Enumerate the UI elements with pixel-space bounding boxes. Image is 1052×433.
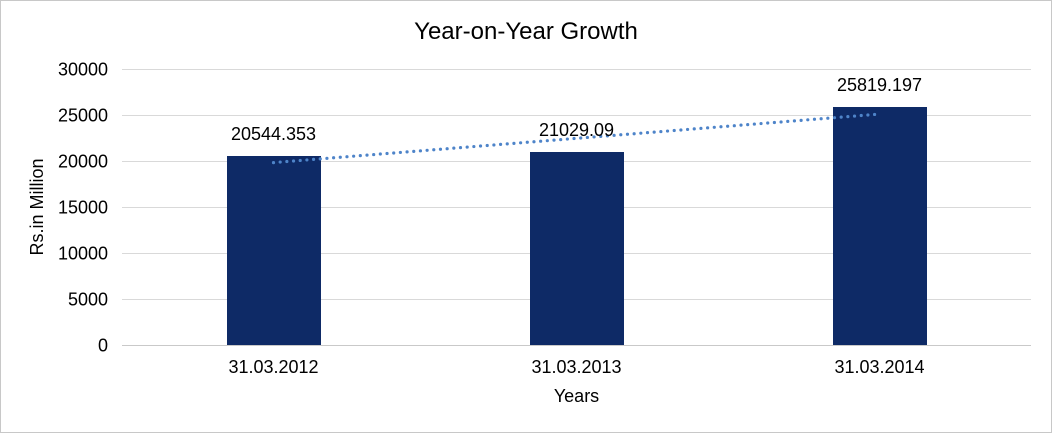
x-axis-category-label: 31.03.2012 [228, 357, 319, 377]
x-axis-category-label: 31.03.2014 [834, 357, 925, 377]
bar-data-label: 20544.353 [230, 123, 317, 144]
y-axis-tick-label: 30000 [57, 59, 108, 79]
bar [832, 107, 927, 345]
bar [529, 151, 624, 345]
trendline-dotted-line [271, 112, 882, 165]
y-axis-tick-label: 25000 [57, 105, 108, 125]
chart-title: Year-on-Year Growth [414, 18, 638, 45]
y-axis-title: Rs.in Million [27, 158, 47, 256]
gridline [122, 115, 1031, 116]
y-axis-tick-label: 5000 [67, 289, 108, 309]
y-axis-tick-label: 15000 [57, 197, 108, 217]
x-axis-title: Years [553, 386, 600, 406]
bar [226, 155, 321, 345]
y-axis-tick-label: 0 [97, 335, 108, 355]
bar-data-label: 21029.09 [538, 119, 615, 140]
bar-data-label: 25819.197 [836, 75, 923, 96]
y-axis-tick-label: 10000 [57, 243, 108, 263]
trendline [271, 112, 882, 165]
x-axis-line [122, 345, 1031, 346]
x-axis-category-label: 31.03.2013 [531, 357, 622, 377]
gridline [122, 69, 1031, 70]
plot-area: 0 5000 10000 15000 20000 25000 30000 20544.353 3… [58, 59, 1031, 377]
y-axis-tick-label: 20000 [57, 151, 108, 171]
